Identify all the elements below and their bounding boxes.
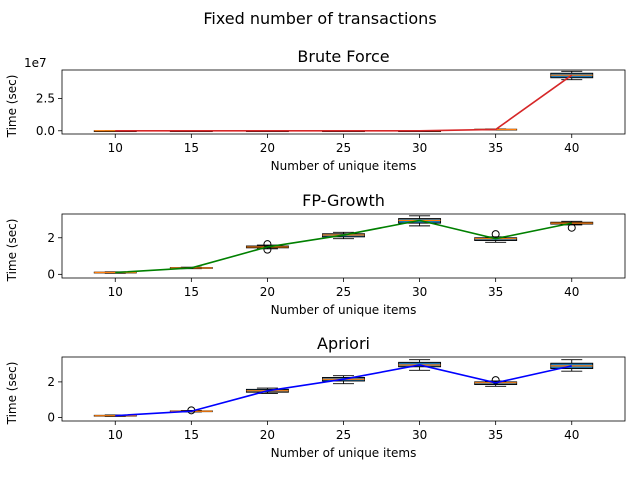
x-tick-label: 25: [336, 141, 351, 155]
x-tick-label: 35: [488, 285, 503, 299]
x-tick-label: 25: [336, 285, 351, 299]
y-tick-label: 0.0: [36, 124, 55, 138]
subplot-title: Brute Force: [297, 47, 389, 66]
x-tick-label: 35: [488, 141, 503, 155]
x-tick-label: 10: [108, 428, 123, 442]
x-tick-label: 20: [260, 141, 275, 155]
outlier-point: [567, 223, 576, 232]
subplot-title: FP-Growth: [302, 191, 385, 210]
y-tick-label: 0: [47, 267, 55, 281]
x-tick-label: 15: [184, 285, 199, 299]
x-tick-label: 25: [336, 428, 351, 442]
x-axis-label: Number of unique items: [271, 159, 417, 173]
y-offset-label: 1e7: [24, 56, 47, 70]
subplot-2: FP-Growth 0 2 Time (sec) 10 15 20 25 30 35 40 Numbe…: [5, 191, 626, 317]
y-axis-label: Time (sec): [5, 362, 19, 426]
x-tick-label: 40: [564, 285, 579, 299]
axes-frame: [61, 69, 626, 135]
y-axis-label: Time (sec): [5, 75, 19, 139]
outlier-point: [491, 230, 500, 239]
figure-title: Fixed number of transactions: [203, 9, 436, 28]
x-tick-label: 10: [108, 285, 123, 299]
y-tick-label: 2.5: [36, 91, 55, 105]
x-tick-label: 35: [488, 428, 503, 442]
y-axis-label: Time (sec): [5, 219, 19, 283]
x-tick-label: 40: [564, 428, 579, 442]
x-tick-label: 20: [260, 285, 275, 299]
axes-frame: [61, 356, 626, 422]
x-tick-label: 40: [564, 141, 579, 155]
x-axis-label: Number of unique items: [271, 446, 417, 460]
subplot-title: Apriori: [317, 334, 370, 353]
subplot-3: Apriori 0 2 Time (sec) 10 15 20 25 30 35 40 Number …: [5, 334, 626, 460]
trend-line: [115, 74, 573, 132]
x-tick-label: 10: [108, 141, 123, 155]
subplot-1: Brute Force 0.0 2.5 1e7 Time (sec) 10 15 20 25 30…: [5, 47, 626, 173]
x-tick-label: 30: [412, 141, 427, 155]
y-tick-label: 2: [47, 375, 55, 389]
x-tick-label: 15: [184, 141, 199, 155]
trend-line: [115, 364, 572, 417]
x-tick-label: 15: [184, 428, 199, 442]
outlier-point: [491, 376, 500, 385]
y-tick-label: 0: [47, 410, 55, 424]
x-axis-label: Number of unique items: [271, 303, 417, 317]
x-tick-label: 20: [260, 428, 275, 442]
x-tick-label: 30: [412, 285, 427, 299]
y-tick-label: 2: [47, 231, 55, 245]
x-tick-label: 30: [412, 428, 427, 442]
axes-frame: [61, 213, 626, 279]
trend-line: [115, 219, 572, 274]
box-35: [474, 376, 518, 387]
